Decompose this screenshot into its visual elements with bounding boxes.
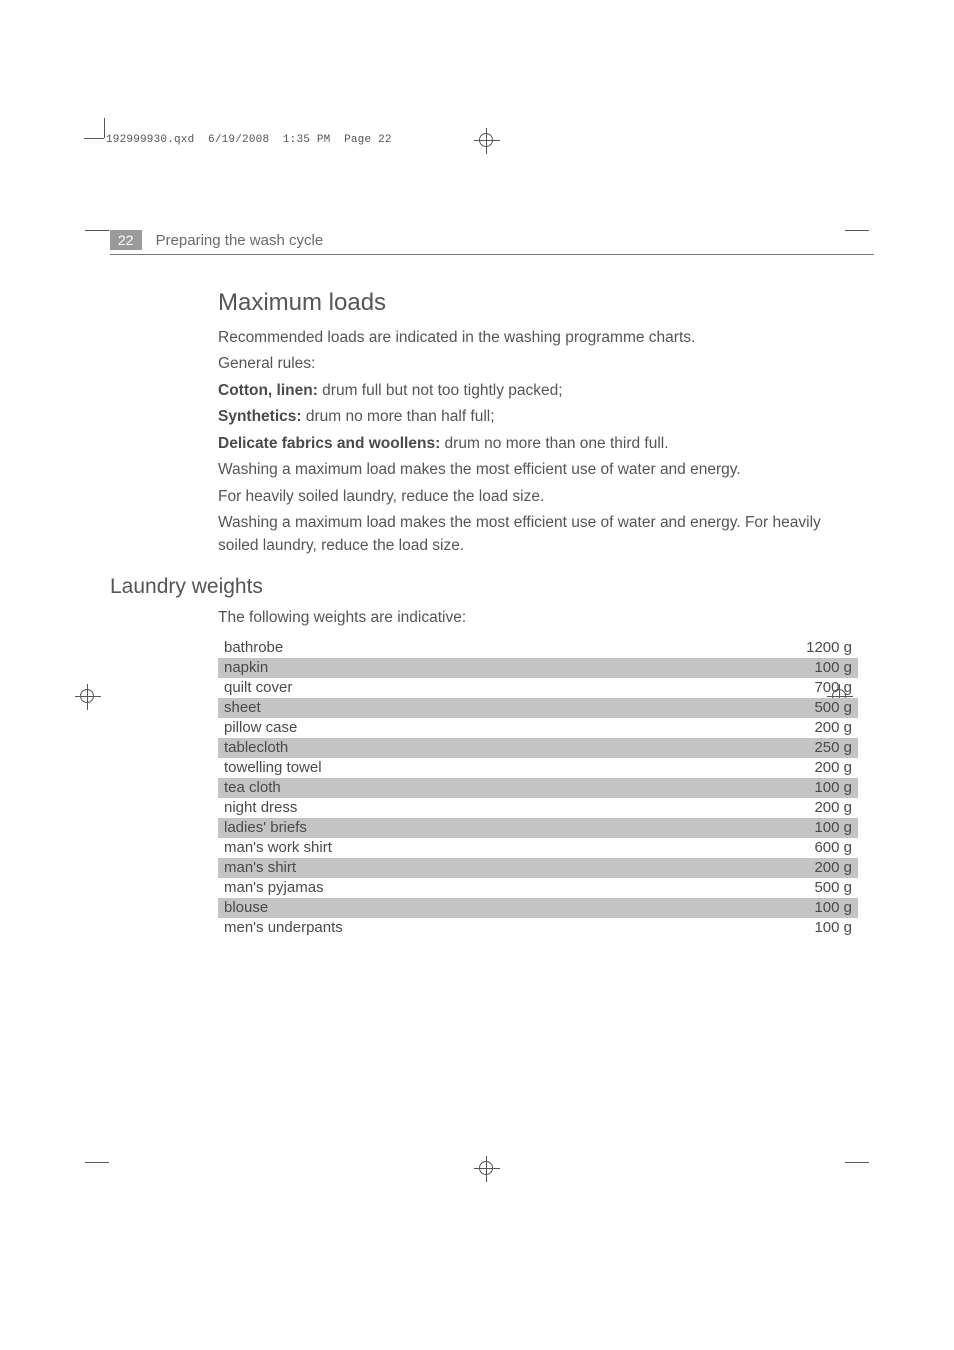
print-sep [194, 134, 208, 146]
table-row: sheet500 g [218, 698, 858, 718]
weights-intro: The following weights are indicative: [218, 607, 858, 629]
weight-value: 250 g [662, 738, 858, 758]
weight-item: napkin [218, 658, 662, 678]
weight-value: 1200 g [662, 638, 858, 658]
print-time: 1:35 PM [283, 134, 331, 146]
crop-mark-icon [845, 1162, 869, 1163]
crop-mark-icon [85, 1162, 109, 1163]
weight-item: ladies' briefs [218, 818, 662, 838]
weight-item: man's work shirt [218, 838, 662, 858]
print-meta-header: 192999930.qxd 6/19/2008 1:35 PM Page 22 [106, 134, 392, 146]
table-row: night dress200 g [218, 798, 858, 818]
section-title: Preparing the wash cycle [156, 232, 324, 249]
table-row: napkin100 g [218, 658, 858, 678]
para: For heavily soiled laundry, reduce the l… [218, 486, 858, 508]
print-sep [269, 134, 283, 146]
weight-item: sheet [218, 698, 662, 718]
rule-text: drum no more than half full; [302, 408, 495, 425]
weight-item: quilt cover [218, 678, 662, 698]
para: Recommended loads are indicated in the w… [218, 327, 858, 349]
weight-value: 100 g [662, 918, 858, 938]
page-number-badge: 22 [110, 230, 142, 250]
rule-text: drum full but not too tightly packed; [318, 382, 563, 399]
rule-synthetics: Synthetics: drum no more than half full; [218, 406, 858, 428]
weight-value: 100 g [662, 778, 858, 798]
weight-value: 100 g [662, 658, 858, 678]
heading-maximum-loads: Maximum loads [218, 289, 858, 317]
table-row: man's work shirt600 g [218, 838, 858, 858]
para: Washing a maximum load makes the most ef… [218, 512, 858, 557]
page-root: 192999930.qxd 6/19/2008 1:35 PM Page 22 … [0, 0, 954, 1350]
registration-crosshair-icon [474, 1156, 500, 1182]
body-column: Maximum loads Recommended loads are indi… [110, 289, 874, 938]
weight-value: 500 g [662, 878, 858, 898]
print-sep [330, 134, 344, 146]
weight-item: pillow case [218, 718, 662, 738]
table-row: tablecloth250 g [218, 738, 858, 758]
weight-value: 500 g [662, 698, 858, 718]
table-row: men's underpants100 g [218, 918, 858, 938]
para: Washing a maximum load makes the most ef… [218, 459, 858, 481]
weight-value: 100 g [662, 898, 858, 918]
table-row: bathrobe1200 g [218, 638, 858, 658]
rule-label: Delicate fabrics and woollens: [218, 435, 440, 452]
weight-value: 200 g [662, 858, 858, 878]
weight-value: 100 g [662, 818, 858, 838]
rule-label: Cotton, linen: [218, 382, 318, 399]
content-area: 22 Preparing the wash cycle Maximum load… [110, 230, 874, 938]
weight-item: man's pyjamas [218, 878, 662, 898]
table-row: man's shirt200 g [218, 858, 858, 878]
subsection-wrap: Laundry weights [110, 575, 858, 599]
rule-text: drum no more than one third full. [440, 435, 668, 452]
table-row: ladies' briefs100 g [218, 818, 858, 838]
weight-value: 600 g [662, 838, 858, 858]
print-filename: 192999930.qxd [106, 134, 194, 146]
print-page-label: Page 22 [344, 134, 392, 146]
weight-value: 700 g [662, 678, 858, 698]
table-row: blouse100 g [218, 898, 858, 918]
weight-item: blouse [218, 898, 662, 918]
crop-mark-icon [85, 230, 109, 231]
weight-value: 200 g [662, 718, 858, 738]
table-row: tea cloth100 g [218, 778, 858, 798]
weight-item: man's shirt [218, 858, 662, 878]
rule-label: Synthetics: [218, 408, 302, 425]
table-row: pillow case200 g [218, 718, 858, 738]
weight-item: tea cloth [218, 778, 662, 798]
table-row: man's pyjamas500 g [218, 878, 858, 898]
table-row: towelling towel200 g [218, 758, 858, 778]
weight-item: towelling towel [218, 758, 662, 778]
weight-value: 200 g [662, 758, 858, 778]
laundry-weights-table: bathrobe1200 gnapkin100 gquilt cover700 … [218, 638, 858, 938]
rule-delicates: Delicate fabrics and woollens: drum no m… [218, 433, 858, 455]
weight-item: men's underpants [218, 918, 662, 938]
heading-laundry-weights: Laundry weights [110, 575, 858, 599]
weight-item: tablecloth [218, 738, 662, 758]
weight-value: 200 g [662, 798, 858, 818]
registration-crosshair-icon [474, 128, 500, 154]
table-row: quilt cover700 g [218, 678, 858, 698]
registration-crosshair-icon [75, 684, 101, 710]
running-header: 22 Preparing the wash cycle [110, 230, 874, 255]
rule-cotton-linen: Cotton, linen: drum full but not too tig… [218, 380, 858, 402]
weight-item: night dress [218, 798, 662, 818]
para: General rules: [218, 353, 858, 375]
weight-item: bathrobe [218, 638, 662, 658]
print-date: 6/19/2008 [208, 134, 269, 146]
